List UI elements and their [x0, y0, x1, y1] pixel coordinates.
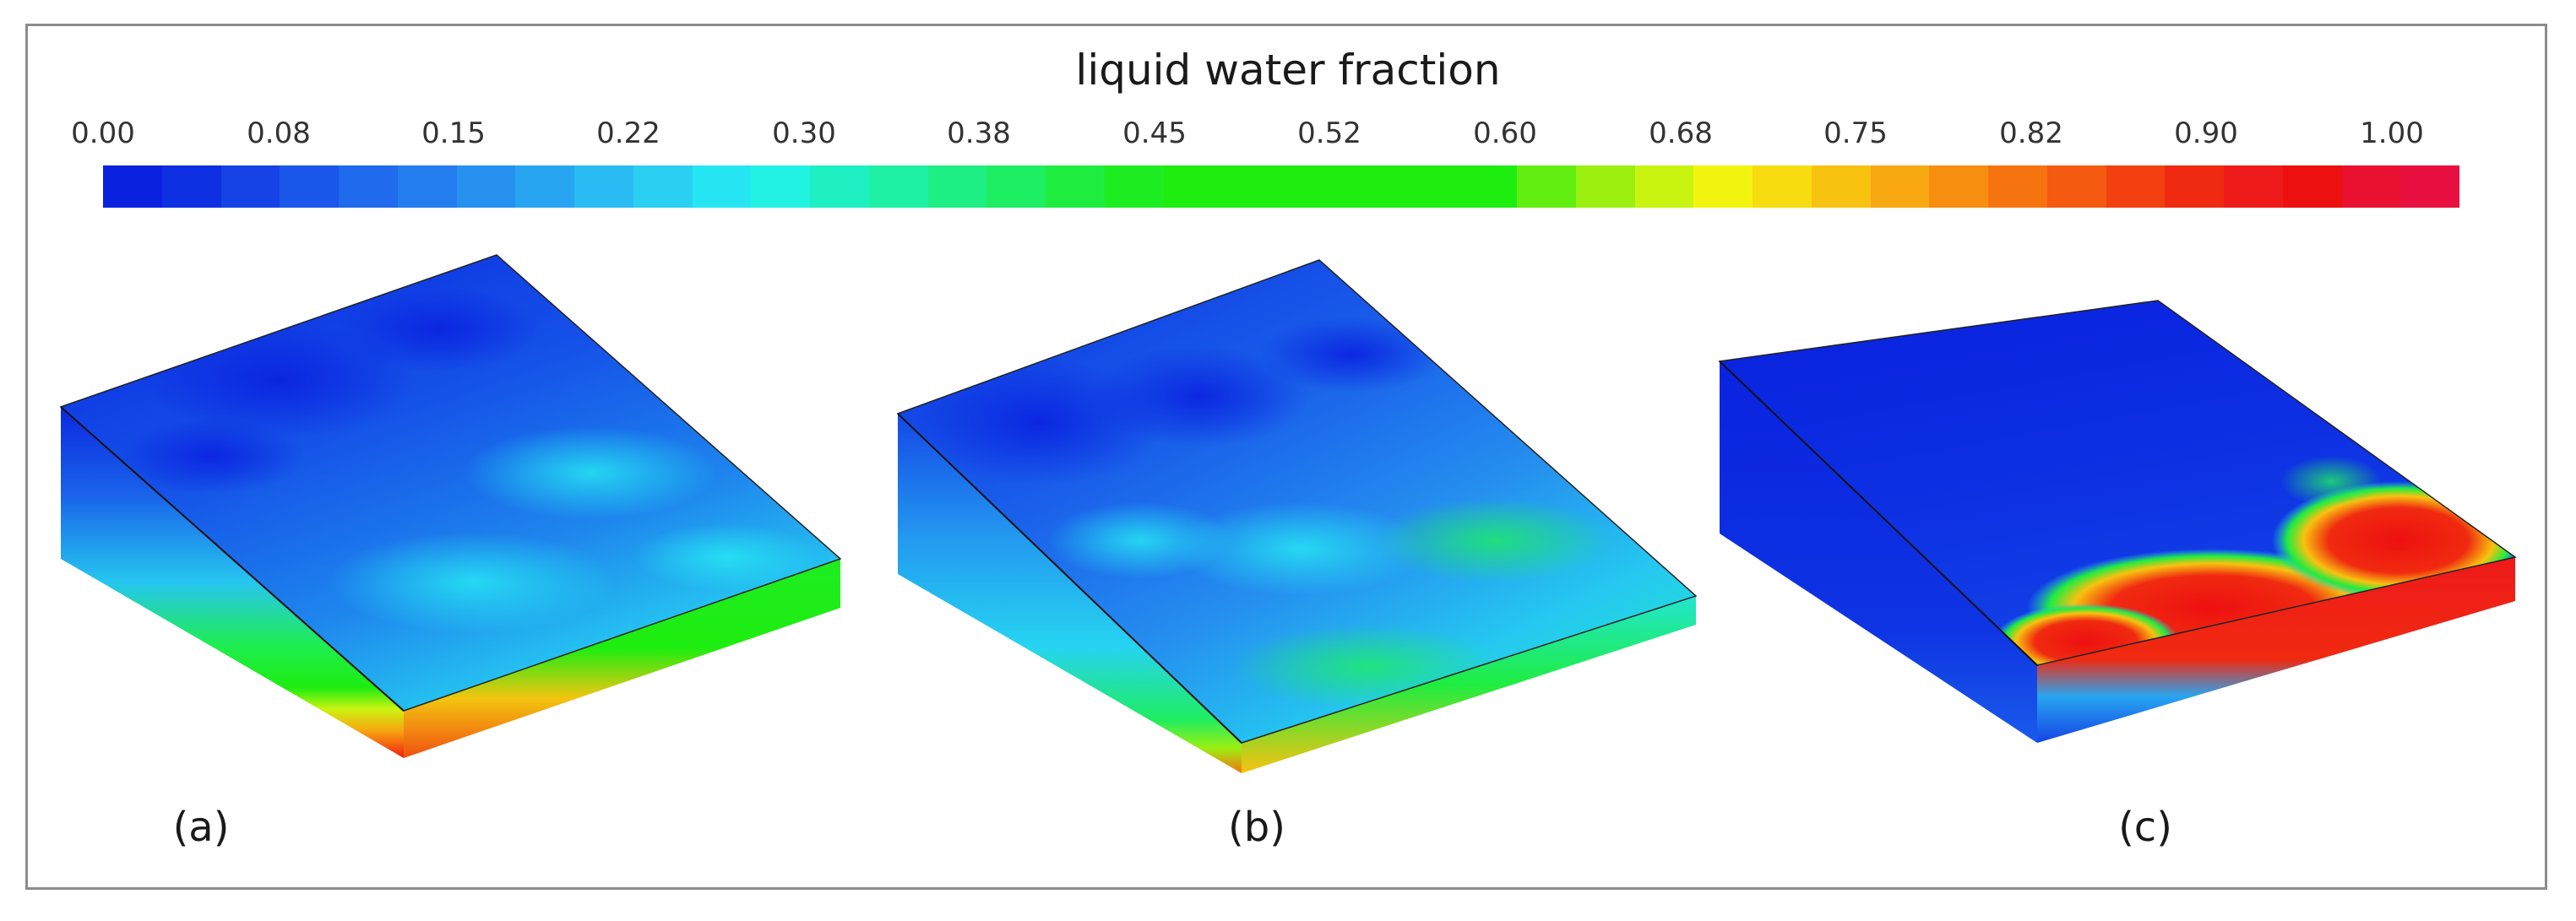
colorbar-segment	[2282, 165, 2342, 208]
colorbar-segment	[339, 165, 398, 208]
colorbar-segment	[2106, 165, 2166, 208]
panel-a-front-face	[404, 559, 840, 758]
colorbar-segment	[1929, 165, 1988, 208]
colorbar-segment	[1046, 165, 1105, 208]
tick-label: 0.68	[1649, 116, 1713, 150]
colorbar-segment	[927, 165, 987, 208]
panel-b-side-face	[898, 414, 1242, 773]
panel-label-c: (c)	[2118, 804, 2172, 851]
colorbar-segment	[397, 165, 457, 208]
colorbar-segment	[633, 165, 693, 208]
colorbar-segment	[280, 165, 339, 208]
panel-c-side-face	[1720, 361, 2037, 743]
colorbar-segment	[2224, 165, 2283, 208]
colorbar-segment	[1634, 165, 1694, 208]
tick-label: 0.90	[2174, 116, 2238, 150]
panel-c-block	[1718, 300, 2517, 743]
colorbar-segment	[1870, 165, 1930, 208]
colorbar-segment	[1163, 165, 1223, 208]
panel-label-a: (a)	[172, 804, 230, 851]
colorbar-segment	[1222, 165, 1281, 208]
tick-label: 0.52	[1297, 116, 1361, 150]
panel-b-front-face	[1242, 596, 1696, 773]
colorbar-segment	[2165, 165, 2224, 208]
panel-a-side-face	[61, 407, 404, 758]
tick-label: 0.00	[71, 116, 135, 150]
colorbar-segment	[1340, 165, 1399, 208]
tick-label: 1.00	[2360, 116, 2424, 150]
colorbar-segment	[1811, 165, 1871, 208]
colorbar-segment	[868, 165, 928, 208]
colorbar-segment	[2046, 165, 2106, 208]
colorbar-segment	[1281, 165, 1340, 208]
tick-label: 0.30	[772, 116, 836, 150]
tick-label: 0.45	[1122, 116, 1187, 150]
tick-label: 0.08	[247, 116, 311, 150]
panel-label-b: (b)	[1228, 804, 1285, 851]
colorbar-segment	[220, 165, 280, 208]
colorbar-segment	[1753, 165, 1812, 208]
colorbar-segment	[515, 165, 574, 208]
tick-label: 0.60	[1473, 116, 1537, 150]
colorbar-segment	[1399, 165, 1459, 208]
panel-c-front-face	[2037, 557, 2515, 743]
colorbar-segment	[751, 165, 810, 208]
colorbar-segment	[986, 165, 1046, 208]
tick-label: 0.15	[421, 116, 486, 150]
colorbar-segment	[103, 165, 162, 208]
colorbar-segment	[1458, 165, 1517, 208]
colorbar-title: liquid water fraction	[1075, 46, 1501, 95]
tick-label: 0.75	[1823, 116, 1888, 150]
panel-b-block	[896, 259, 1698, 773]
colorbar-segment	[2400, 165, 2459, 208]
colorbar-segment	[1517, 165, 1576, 208]
colorbar-segment	[1575, 165, 1635, 208]
tick-label: 0.38	[947, 116, 1011, 150]
colorbar-segment	[1104, 165, 1164, 208]
colorbar	[103, 165, 2459, 208]
colorbar-segment	[692, 165, 752, 208]
colorbar-segment	[161, 165, 221, 208]
panel-a-block	[59, 254, 842, 758]
colorbar-segment	[1693, 165, 1753, 208]
colorbar-segment	[2341, 165, 2401, 208]
colorbar-segment	[574, 165, 633, 208]
colorbar-segment	[1988, 165, 2047, 208]
colorbar-segment	[456, 165, 516, 208]
figure-frame	[25, 24, 2547, 890]
tick-label: 0.82	[1999, 116, 2063, 150]
tick-label: 0.22	[596, 116, 660, 150]
colorbar-segment	[810, 165, 869, 208]
